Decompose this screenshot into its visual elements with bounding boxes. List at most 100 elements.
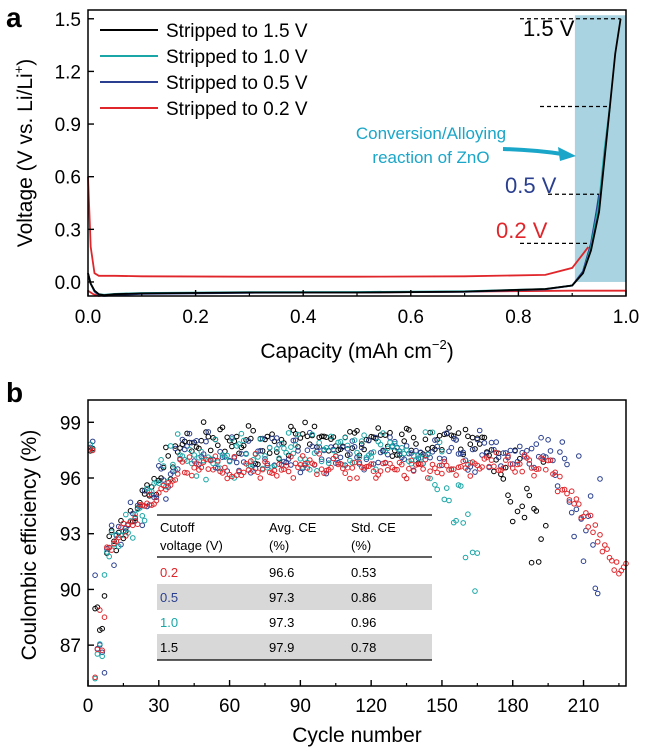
ce-point-1p0: [309, 431, 316, 438]
y-tick-label: 1.5: [55, 10, 81, 31]
ce-point-1p5: [462, 426, 469, 433]
ce-point-0p2: [113, 538, 120, 545]
ce-point-0p2: [333, 453, 339, 460]
ce-point-0p2: [387, 460, 393, 467]
ce-point-0p5: [469, 446, 476, 453]
ce-point-1p5: [311, 423, 318, 430]
table-cell-avg: 97.9: [269, 640, 294, 655]
ce-point-0p2: [101, 614, 108, 621]
ce-point-0p5: [554, 483, 561, 489]
ce-point-1p5: [163, 444, 169, 451]
ce-point-0p5: [139, 522, 146, 529]
ce-point-0p2: [495, 467, 502, 474]
ce-point-0p2: [266, 469, 273, 476]
table-cell-avg: 97.3: [269, 615, 294, 630]
ce-point-0p2: [484, 454, 490, 461]
panel-a-xlabel: Capacity (mAh cm−2): [260, 337, 453, 363]
panel-a-ylabel: Voltage (V vs. Li/Li+): [11, 59, 37, 248]
ce-point-0p5: [337, 454, 344, 461]
ce-point-1p5: [538, 536, 544, 542]
y-tick-label: 0.3: [55, 220, 81, 241]
ce-point-0p5: [495, 454, 502, 461]
ce-point-1p0: [132, 511, 138, 518]
ce-point-0p2: [427, 468, 433, 475]
ce-point-1p0: [123, 511, 129, 518]
ce-point-0p2: [561, 486, 568, 493]
ce-point-1p0: [328, 433, 334, 440]
ce-point-1p5: [535, 559, 542, 565]
ce-point-0p2: [467, 473, 474, 479]
ce-point-0p2: [609, 557, 615, 564]
ce-point-1p5: [502, 464, 509, 471]
ce-point-0p2: [441, 458, 448, 465]
ce-point-0p5: [474, 436, 481, 443]
ce-point-1p5: [467, 441, 474, 448]
ce-point-0p2: [493, 449, 500, 456]
panel-b-xlabel: Cycle number: [292, 724, 422, 747]
curve-0p2: [87, 176, 590, 278]
ce-point-0p5: [533, 441, 540, 447]
ce-point-1p0: [441, 496, 448, 503]
ce-point-0p2: [436, 462, 443, 469]
ce-point-0p5: [257, 447, 264, 454]
ce-point-0p2: [460, 458, 467, 465]
ce-point-1p5: [389, 453, 396, 459]
ce-point-0p5: [370, 461, 377, 467]
x-tick-label: 60: [219, 696, 240, 717]
ce-point-1p0: [101, 572, 108, 578]
ce-point-1p5: [413, 441, 419, 447]
ce-point-0p2: [571, 501, 577, 507]
table-header-avg-2: (%): [269, 538, 289, 553]
ce-point-0p2: [509, 465, 516, 471]
ce-point-1p0: [344, 442, 351, 449]
ce-point-1p5: [410, 434, 417, 441]
ce-point-0p2: [599, 548, 606, 555]
ce-point-0p2: [517, 461, 523, 467]
ce-point-1p5: [205, 433, 212, 440]
table-row-shade: [157, 634, 432, 660]
ce-point-1p0: [281, 445, 287, 452]
ce-point-0p2: [207, 457, 214, 464]
ce-point-0p5: [347, 451, 353, 458]
conversion-label-line2: reaction of ZnO: [372, 148, 489, 167]
ce-point-0p5: [193, 438, 200, 444]
ce-point-1p0: [224, 452, 230, 459]
ce-point-0p2: [505, 453, 511, 459]
x-tick-label: 0.2: [182, 307, 208, 328]
ce-point-0p5: [568, 509, 575, 516]
ce-point-0p5: [597, 476, 603, 482]
ce-point-0p5: [561, 455, 568, 462]
ce-point-0p2: [403, 475, 410, 482]
ce-point-1p5: [481, 434, 488, 441]
ce-point-0p2: [205, 466, 212, 472]
ce-point-0p2: [377, 468, 384, 474]
ce-point-0p2: [453, 472, 459, 478]
ce-point-0p2: [134, 521, 141, 528]
ce-point-0p2: [144, 500, 150, 507]
ce-point-1p0: [292, 442, 299, 448]
ce-point-0p5: [127, 499, 134, 506]
ce-point-1p5: [488, 447, 495, 453]
ce-point-0p5: [432, 437, 438, 443]
ce-point-1p5: [491, 468, 497, 475]
ce-point-0p2: [189, 472, 195, 479]
ce-point-0p5: [153, 494, 160, 501]
ce-point-1p5: [472, 446, 478, 452]
ce-point-1p0: [380, 430, 386, 436]
ce-point-0p5: [233, 459, 240, 466]
ce-point-0p2: [564, 490, 570, 497]
ce-point-1p0: [193, 473, 200, 479]
ce-point-1p0: [318, 458, 325, 465]
ce-point-1p5: [200, 419, 207, 425]
ce-point-0p2: [153, 497, 160, 504]
ce-point-1p5: [528, 559, 535, 566]
ce-point-1p0: [160, 463, 167, 469]
ce-point-0p2: [533, 466, 540, 473]
ce-point-1p0: [330, 447, 337, 454]
panel-a-highlight: [574, 15, 626, 282]
ce-point-1p5: [465, 433, 471, 440]
ce-point-1p5: [250, 427, 256, 434]
panel-b-frame: [87, 399, 627, 687]
ce-point-0p2: [163, 486, 169, 493]
curve-1p5: [87, 18, 622, 297]
